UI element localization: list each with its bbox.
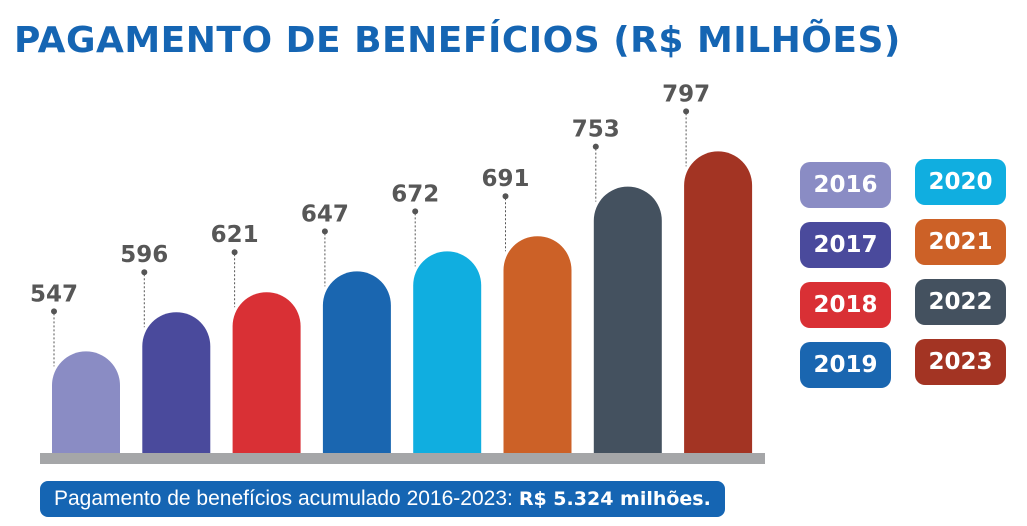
bar-2021 (503, 236, 572, 453)
leader-dot-2020 (412, 208, 419, 215)
footer-text: Pagamento de benefícios acumulado 2016-2… (54, 487, 513, 510)
leader-dot-2023 (683, 108, 690, 115)
leader-dot-2017 (141, 269, 148, 276)
footer-highlight: R$ 5.324 milhões. (518, 488, 711, 510)
data-label-2016: 547 (30, 281, 78, 307)
legend-item-2016: 2016 (800, 162, 891, 208)
data-label-2018: 621 (211, 222, 259, 248)
legend-item-2020: 2020 (915, 159, 1006, 205)
legend-item-2018: 2018 (800, 282, 891, 328)
leader-dot-2022 (592, 143, 599, 150)
bar-2019 (322, 271, 391, 453)
legend-item-2021: 2021 (915, 219, 1006, 265)
legend-item-2019: 2019 (800, 342, 891, 388)
leader-dot-2016 (51, 308, 57, 315)
bar-2022 (593, 186, 662, 453)
legend-item-2023: 2023 (915, 339, 1006, 385)
footer-banner: Pagamento de benefícios acumulado 2016-2… (40, 481, 725, 517)
legend-item-2017: 2017 (800, 222, 891, 268)
data-label-2017: 596 (120, 242, 168, 268)
legend: 2016 2017 2018 2019 2020 2021 2022 2023 (800, 159, 1006, 392)
baseline-bar (40, 453, 765, 464)
chart-title: PAGAMENTO DE BENEFÍCIOS (R$ MILHÕES) (14, 20, 901, 61)
bar-2017 (142, 312, 211, 453)
bar-2020 (413, 251, 482, 453)
leader-dot-2021 (502, 193, 509, 200)
data-label-2023: 797 (662, 81, 710, 107)
bar-2016 (52, 351, 120, 453)
data-label-2022: 753 (572, 117, 620, 143)
leader-dot-2018 (231, 249, 238, 256)
data-label-2021: 691 (481, 166, 529, 192)
bar-2018 (232, 292, 301, 453)
leader-dot-2019 (321, 228, 328, 235)
legend-item-2022: 2022 (915, 279, 1006, 325)
data-label-2020: 672 (391, 181, 439, 207)
data-label-2019: 647 (301, 201, 349, 227)
bar-2023 (684, 151, 753, 453)
